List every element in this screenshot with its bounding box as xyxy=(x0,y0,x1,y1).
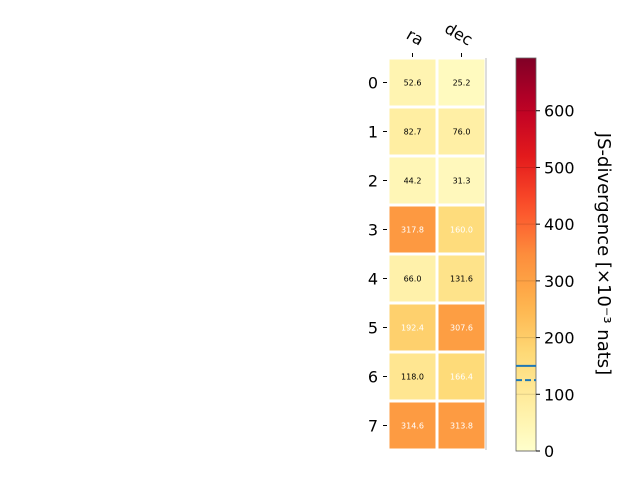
colorbar-tick-label: 100 xyxy=(544,385,575,404)
cell-value-label: 307.6 xyxy=(450,324,473,333)
row-label: 4 xyxy=(368,270,378,289)
cell-value-label: 314.6 xyxy=(401,422,424,431)
colorbar-tick-label: 600 xyxy=(544,102,575,121)
heatmap-cell xyxy=(438,206,485,253)
heatmap-cell xyxy=(389,157,436,204)
cell-value-label: 131.6 xyxy=(450,275,473,284)
colorbar-tick-label: 300 xyxy=(544,272,575,291)
row-label: 6 xyxy=(368,368,378,387)
cell-value-label: 82.7 xyxy=(404,128,422,137)
colorbar-tick-label: 400 xyxy=(544,215,575,234)
column-label: ra xyxy=(403,25,427,50)
heatmap-cells: 52.6 25.2 82.7 76.0 44.2 31.3 317.8 160.0 66.0 13… xyxy=(389,59,485,449)
heatmap-cell xyxy=(389,402,436,449)
colorbar-tick-label: 200 xyxy=(544,329,575,348)
row-labels: 0 1 2 3 4 5 6 7 xyxy=(368,74,387,436)
colorbar-tick-label: 0 xyxy=(544,442,554,461)
cell-value-label: 118.0 xyxy=(401,373,424,382)
colorbar-ticks: 0 100 200 300 400 500 600 xyxy=(516,102,575,461)
cell-value-label: 31.3 xyxy=(453,177,471,186)
cell-value-label: 313.8 xyxy=(450,422,473,431)
cell-value-label: 44.2 xyxy=(404,177,422,186)
heatmap-cell xyxy=(389,255,436,302)
row-label: 2 xyxy=(368,172,378,191)
colorbar xyxy=(515,57,537,452)
heatmap-cell xyxy=(389,353,436,400)
colorbar-tick-label: 500 xyxy=(544,158,575,177)
heatmap-cell xyxy=(438,255,485,302)
heatmap-cell xyxy=(389,304,436,351)
heatmap-cell xyxy=(389,59,436,106)
colorbar-markers xyxy=(516,364,536,382)
heatmap-cell xyxy=(438,304,485,351)
row-label: 7 xyxy=(368,417,378,436)
cell-value-label: 52.6 xyxy=(404,79,422,88)
cell-value-label: 25.2 xyxy=(453,79,471,88)
row-label: 0 xyxy=(368,74,378,93)
row-label: 3 xyxy=(368,221,378,240)
cell-value-label: 66.0 xyxy=(404,275,422,284)
cell-value-label: 160.0 xyxy=(450,226,473,235)
heatmap-cell xyxy=(438,157,485,204)
heatmap-cell xyxy=(438,108,485,155)
heatmap-cell xyxy=(438,353,485,400)
colorbar-label: JS-divergence [×10⁻³ nats] xyxy=(593,132,614,375)
row-label: 1 xyxy=(368,123,378,142)
heatmap-cell xyxy=(389,206,436,253)
cell-value-label: 192.4 xyxy=(401,324,424,333)
heatmap-cell xyxy=(438,402,485,449)
heatmap-cell xyxy=(438,59,485,106)
heatmap-cell xyxy=(389,108,436,155)
column-labels: ra dec xyxy=(403,19,476,57)
cell-value-label: 76.0 xyxy=(453,128,471,137)
cell-value-label: 166.4 xyxy=(450,373,473,382)
column-label: dec xyxy=(442,19,476,50)
cell-value-label: 317.8 xyxy=(401,226,424,235)
row-label: 5 xyxy=(368,319,378,338)
